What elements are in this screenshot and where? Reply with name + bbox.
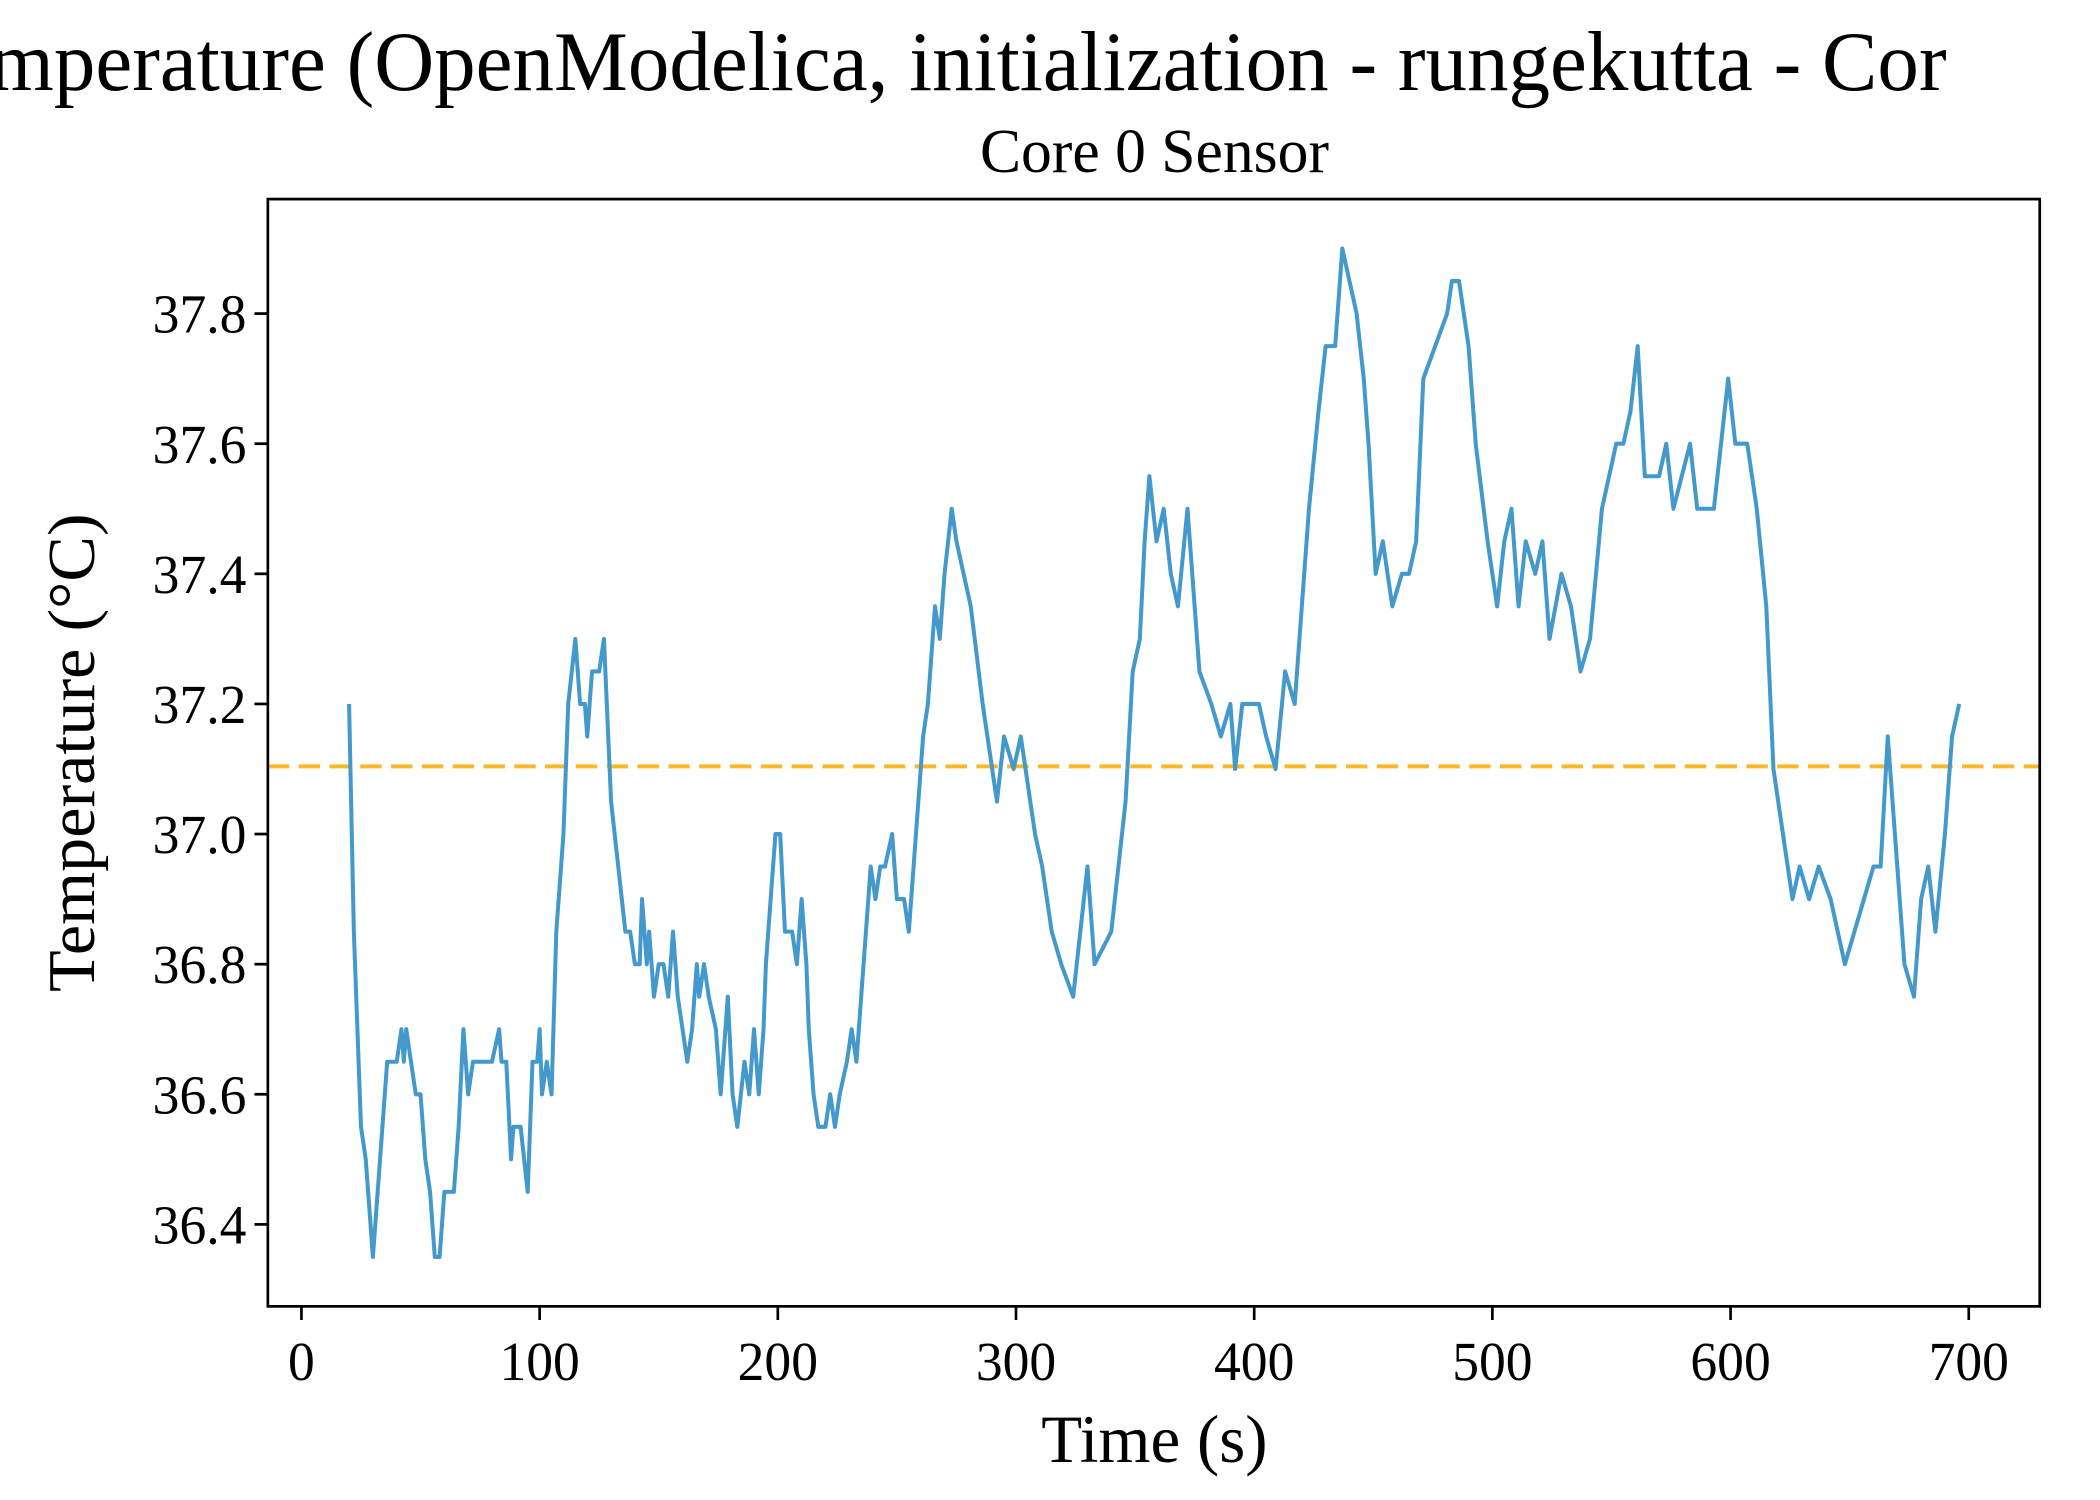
x-tick-label: 0 xyxy=(288,1332,315,1393)
y-tick-label: 37.6 xyxy=(153,414,247,475)
y-tick-label: 37.4 xyxy=(153,544,247,605)
x-tick-label: 500 xyxy=(1452,1332,1532,1393)
chart-subtitle: Core 0 Sensor xyxy=(980,117,1329,186)
y-tick-label: 36.6 xyxy=(153,1065,247,1126)
x-tick-label: 100 xyxy=(499,1332,579,1393)
x-tick-label: 600 xyxy=(1690,1332,1770,1393)
x-tick-label: 200 xyxy=(738,1332,818,1393)
x-tick-label: 300 xyxy=(976,1332,1056,1393)
x-tick-label: 400 xyxy=(1214,1332,1294,1393)
y-axis-label: Temperature (°C) xyxy=(34,513,108,992)
y-tick-label: 37.2 xyxy=(153,675,247,736)
x-tick-label: 700 xyxy=(1929,1332,2009,1393)
x-axis-label: Time (s) xyxy=(1041,1401,1267,1477)
chart-title: mperature (OpenModelica, initialization … xyxy=(0,15,1947,109)
data-line xyxy=(347,246,1962,1259)
y-tick-label: 36.4 xyxy=(153,1195,247,1256)
y-tick-label: 36.8 xyxy=(153,935,247,996)
y-tick-label: 37.0 xyxy=(153,805,247,866)
y-tick-label: 37.8 xyxy=(153,284,247,345)
plot-frame xyxy=(266,197,2042,1308)
